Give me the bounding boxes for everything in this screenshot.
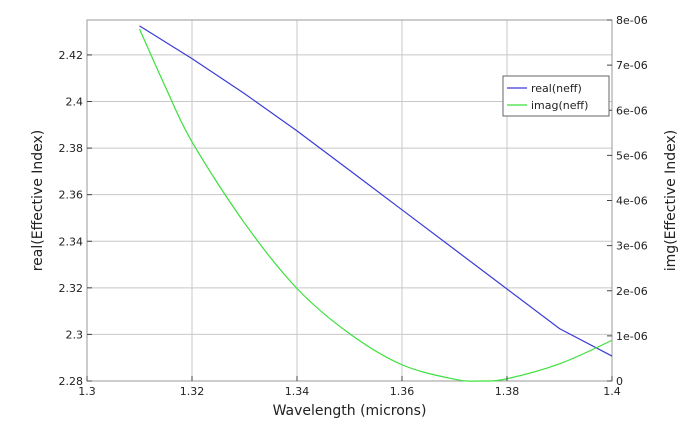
x-tick-label: 1.38 [495,385,520,398]
y-axis-left: 2.28 2.3 2.32 2.34 2.36 2.38 2.4 2.42 [59,49,92,388]
x-tick-label: 1.3 [78,385,96,398]
y-left-tick-label: 2.34 [59,235,84,248]
x-tick-label: 1.4 [603,385,621,398]
y-axis-right: 0 1e-06 2e-06 3e-06 4e-06 5e-06 6e-06 7e-06 8e-0… [607,14,648,388]
y-axis-right-title: img(Effective Index) [663,130,679,271]
y-right-tick-label: 3e-06 [616,240,648,253]
y-left-tick-label: 2.32 [59,282,84,295]
y-left-tick-label: 2.36 [59,189,84,202]
y-right-tick-label: 6e-06 [616,104,648,117]
legend-label: real(neff) [531,82,582,95]
y-left-tick-label: 2.38 [59,142,84,155]
y-left-tick-label: 2.28 [59,375,84,388]
y-left-tick-label: 2.42 [59,49,84,62]
y-axis-left-title: real(Effective Index) [30,130,46,272]
y-left-tick-label: 2.4 [66,96,84,109]
y-right-tick-label: 0 [616,375,623,388]
x-axis: 1.3 1.32 1.34 1.36 1.38 1.4 [78,376,621,398]
y-left-tick-label: 2.3 [66,328,84,341]
grid [86,20,613,382]
x-tick-label: 1.32 [180,385,205,398]
y-right-tick-label: 5e-06 [616,149,648,162]
x-axis-title: Wavelength (microns) [273,403,427,419]
y-right-tick-label: 8e-06 [616,14,648,27]
series-line-real-neff [139,25,613,357]
y-right-tick-label: 4e-06 [616,195,648,208]
plot-area [86,19,613,382]
legend-label: imag(neff) [531,99,588,112]
x-tick-label: 1.34 [285,385,310,398]
x-tick-label: 1.36 [390,385,415,398]
y-right-tick-label: 7e-06 [616,59,648,72]
legend-box [502,75,610,117]
y-right-tick-label: 2e-06 [616,285,648,298]
legend: real(neff) imag(neff) [502,75,610,117]
y-right-tick-label: 1e-06 [616,330,648,343]
